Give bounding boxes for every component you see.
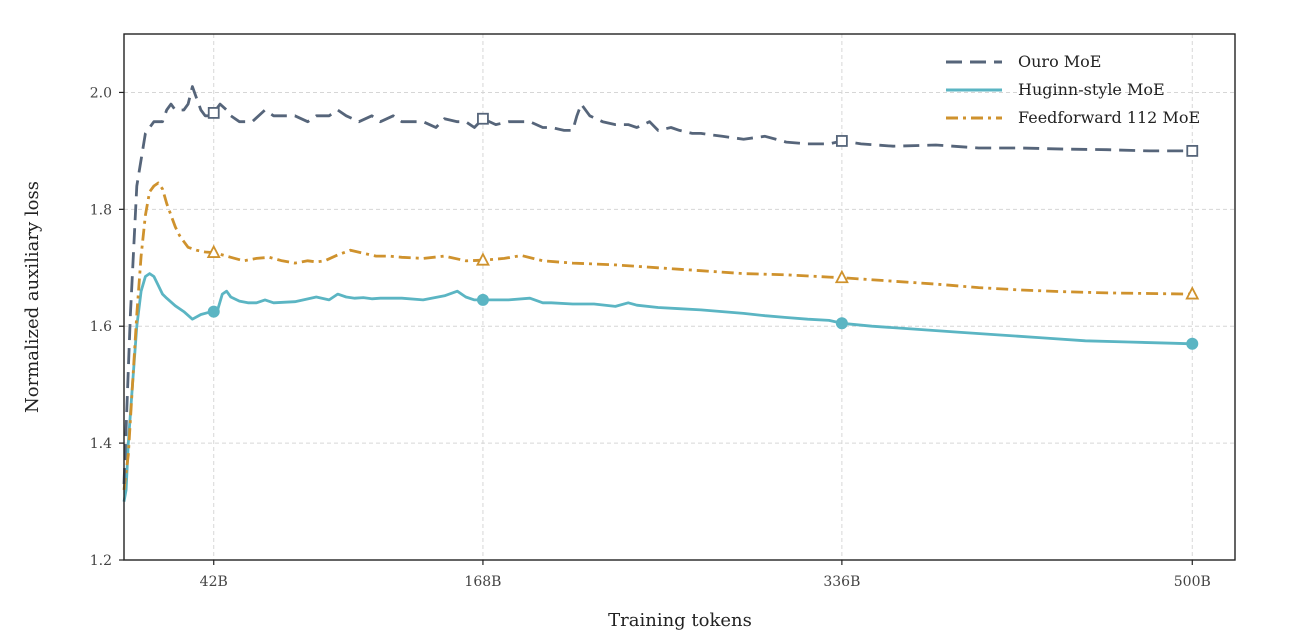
series-marker-huginn-style-moe xyxy=(207,305,220,318)
series-marker-ouro-moe xyxy=(207,107,220,119)
y-tick-label: 1.4 xyxy=(90,436,112,452)
series-layer xyxy=(122,85,1200,502)
series-marker-huginn-style-moe xyxy=(1186,337,1199,350)
y-tick-label: 2.0 xyxy=(90,85,112,101)
legend-item: Ouro MoE xyxy=(946,52,1101,71)
series-marker-feedforward-112-moe xyxy=(1185,286,1200,300)
y-tick-label: 1.6 xyxy=(90,319,112,335)
series-marker-huginn-style-moe xyxy=(476,293,489,306)
legend-item: Huginn-style MoE xyxy=(946,80,1165,99)
series-marker-feedforward-112-moe xyxy=(834,269,849,284)
legend-label: Ouro MoE xyxy=(1018,52,1101,71)
series-ouro-moe xyxy=(122,85,1199,485)
x-tick-label: 500B xyxy=(1174,574,1211,590)
x-tick-label: 42B xyxy=(200,574,228,590)
y-tick-label: 1.8 xyxy=(90,202,112,218)
series-line-feedforward-112-moe xyxy=(122,181,1193,491)
y-tick-label: 1.2 xyxy=(90,553,112,569)
series-marker-feedforward-112-moe xyxy=(206,244,221,258)
y-axis-title: Normalized auxiliary loss xyxy=(22,181,43,413)
series-huginn-style-moe xyxy=(122,272,1199,502)
series-line-ouro-moe xyxy=(122,85,1193,485)
series-marker-feedforward-112-moe xyxy=(475,252,490,266)
legend-item: Feedforward 112 MoE xyxy=(946,108,1200,127)
ticks: 42B 168B 336B 500B 1.2 1.4 1.6 1.8 2.0 xyxy=(90,85,1211,590)
series-marker-huginn-style-moe xyxy=(835,317,848,330)
series-marker-ouro-moe xyxy=(835,135,848,147)
legend: Ouro MoE Huginn-style MoE Feedforward 112 … xyxy=(946,52,1200,127)
x-tick-label: 168B xyxy=(464,574,501,590)
plot-frame xyxy=(123,33,1236,561)
series-feedforward-112-moe xyxy=(122,181,1200,491)
x-axis-title: Training tokens xyxy=(608,610,752,631)
legend-label: Huginn-style MoE xyxy=(1018,80,1165,99)
x-tick-label: 336B xyxy=(823,574,860,590)
legend-label: Feedforward 112 MoE xyxy=(1018,108,1200,127)
series-marker-ouro-moe xyxy=(1186,144,1199,157)
series-line-huginn-style-moe xyxy=(122,272,1193,502)
series-marker-ouro-moe xyxy=(477,112,489,125)
